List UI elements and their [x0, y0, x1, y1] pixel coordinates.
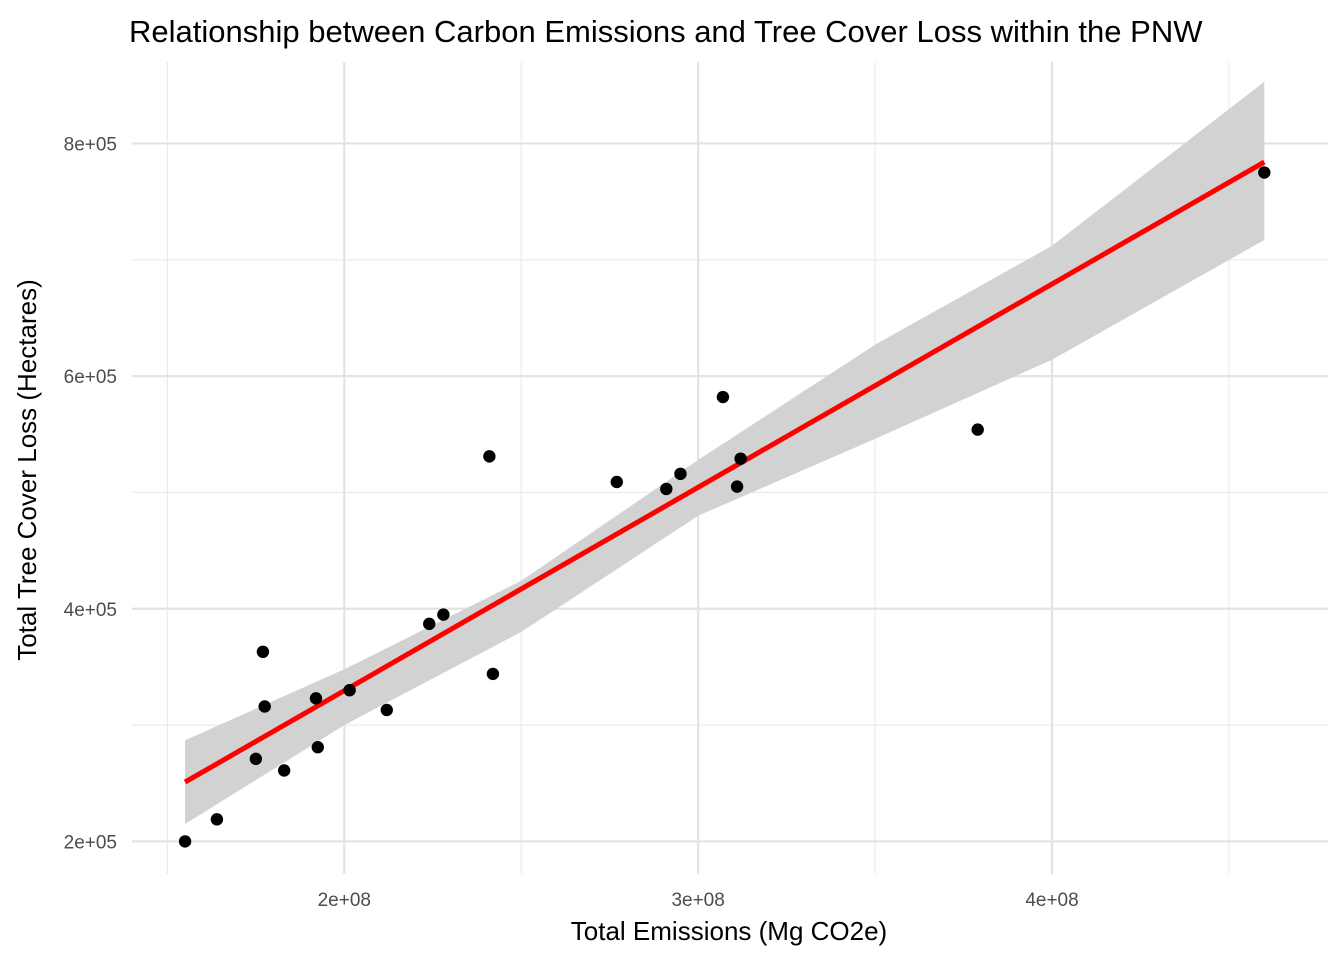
- data-point: [343, 683, 356, 697]
- data-point: [674, 467, 687, 481]
- data-point: [610, 475, 623, 489]
- data-point: [423, 617, 436, 631]
- data-point: [249, 752, 263, 766]
- confidence-band: [185, 81, 1265, 825]
- regression-line-group: [183, 159, 1266, 785]
- data-point: [730, 480, 744, 493]
- data-point: [483, 450, 496, 463]
- data-point: [210, 813, 224, 826]
- y-tick-label: 6e+05: [64, 367, 117, 388]
- x-tick-label: 4e+08: [1025, 890, 1078, 911]
- data-point: [660, 482, 673, 496]
- x-tick-label: 2e+08: [318, 890, 371, 911]
- y-tick-label: 8e+05: [64, 134, 117, 155]
- data-point: [178, 835, 192, 848]
- data-point: [380, 703, 393, 717]
- x-axis-tick-labels: 2e+08 3e+08 4e+08: [318, 890, 1079, 911]
- data-point: [437, 608, 450, 621]
- data-point: [256, 645, 270, 659]
- data-point: [258, 700, 271, 713]
- regression-line: [183, 159, 1266, 785]
- data-point: [311, 740, 324, 754]
- data-point: [309, 692, 323, 705]
- data-point: [486, 667, 500, 681]
- data-point: [1258, 166, 1271, 179]
- data-point: [277, 764, 291, 777]
- y-tick-label: 2e+05: [64, 832, 117, 853]
- data-point: [734, 452, 747, 465]
- data-points: [178, 166, 1271, 848]
- y-tick-label: 4e+05: [64, 600, 117, 621]
- x-axis-title: Total Emissions (Mg CO2e): [571, 916, 887, 946]
- x-tick-label: 3e+08: [671, 890, 724, 911]
- confidence-band-area: [185, 81, 1265, 825]
- y-axis-tick-labels: 2e+05 4e+05 6e+05 8e+05: [64, 134, 117, 853]
- chart-title: Relationship between Carbon Emissions an…: [129, 14, 1203, 49]
- data-point: [971, 423, 984, 436]
- y-axis-title: Total Tree Cover Loss (Hectares): [12, 279, 42, 660]
- data-point: [716, 390, 730, 404]
